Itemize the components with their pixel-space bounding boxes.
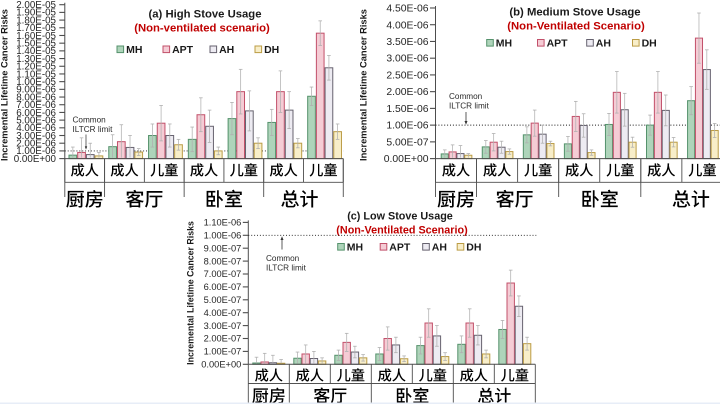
svg-text:4.50E-06: 4.50E-06 bbox=[386, 4, 428, 15]
svg-text:1.70E-05: 1.70E-05 bbox=[16, 23, 56, 34]
svg-text:1.60E-05: 1.60E-05 bbox=[16, 31, 56, 42]
svg-text:0.00E+00: 0.00E+00 bbox=[14, 154, 57, 165]
svg-text:MH: MH bbox=[347, 242, 363, 254]
svg-text:1.10E-06: 1.10E-06 bbox=[204, 218, 242, 228]
svg-text:1.00E-06: 1.00E-06 bbox=[386, 121, 428, 132]
svg-text:Incremental Lifetime Cancer Ri: Incremental Lifetime Cancer Risks bbox=[359, 9, 369, 161]
svg-text:AH: AH bbox=[596, 38, 611, 50]
svg-text:9.00E-07: 9.00E-07 bbox=[204, 243, 242, 253]
svg-text:3.50E-06: 3.50E-06 bbox=[386, 37, 428, 48]
svg-text:5.00E-06: 5.00E-06 bbox=[16, 115, 56, 126]
svg-text:(b) Medium Stove Usage: (b) Medium Stove Usage bbox=[509, 7, 640, 19]
svg-text:(Non-ventilated scenario): (Non-ventilated scenario) bbox=[134, 23, 270, 35]
svg-text:ILTCR limit: ILTCR limit bbox=[73, 125, 114, 134]
svg-text:(a) High Stove Usage: (a) High Stove Usage bbox=[149, 9, 262, 21]
svg-text:AH: AH bbox=[432, 242, 447, 254]
svg-text:7.00E-07: 7.00E-07 bbox=[204, 269, 242, 279]
svg-text:2.00E-06: 2.00E-06 bbox=[386, 87, 428, 98]
svg-text:6.00E-07: 6.00E-07 bbox=[204, 282, 242, 292]
svg-text:1.50E-06: 1.50E-06 bbox=[386, 104, 428, 115]
svg-text:Common: Common bbox=[266, 254, 300, 263]
svg-text:4.00E-06: 4.00E-06 bbox=[16, 123, 56, 134]
svg-text:Common: Common bbox=[449, 92, 483, 101]
svg-text:1.50E-05: 1.50E-05 bbox=[16, 39, 56, 50]
svg-text:9.00E-06: 9.00E-06 bbox=[16, 85, 56, 96]
svg-text:5.00E-07: 5.00E-07 bbox=[386, 137, 428, 148]
svg-text:5.00E-07: 5.00E-07 bbox=[204, 295, 242, 305]
svg-text:ILTCR limit: ILTCR limit bbox=[266, 264, 307, 273]
svg-text:1.10E-05: 1.10E-05 bbox=[16, 69, 56, 80]
svg-text:0.00E+00: 0.00E+00 bbox=[384, 154, 429, 165]
svg-text:1.90E-05: 1.90E-05 bbox=[16, 8, 56, 19]
svg-text:3.00E-06: 3.00E-06 bbox=[16, 131, 56, 142]
svg-text:1.00E-05: 1.00E-05 bbox=[16, 77, 56, 88]
svg-text:1.00E-06: 1.00E-06 bbox=[204, 230, 242, 240]
svg-text:(Non-Ventilated Scenario): (Non-Ventilated Scenario) bbox=[507, 21, 645, 33]
svg-text:2.00E-07: 2.00E-07 bbox=[204, 334, 242, 344]
svg-text:Incremental Lifetime Cancer Ri: Incremental Lifetime Cancer Risks bbox=[0, 9, 10, 161]
svg-text:APT: APT bbox=[547, 38, 569, 50]
svg-text:AH: AH bbox=[219, 44, 234, 56]
svg-text:7.00E-06: 7.00E-06 bbox=[16, 100, 56, 111]
svg-text:(Non-Ventilated Scenario): (Non-Ventilated Scenario) bbox=[336, 225, 468, 237]
svg-text:1.00E-06: 1.00E-06 bbox=[16, 146, 56, 157]
svg-text:4.00E-06: 4.00E-06 bbox=[386, 20, 428, 31]
svg-text:MH: MH bbox=[496, 38, 512, 50]
svg-text:2.00E-06: 2.00E-06 bbox=[16, 139, 56, 150]
svg-text:DH: DH bbox=[264, 44, 279, 56]
svg-text:0.00E+00: 0.00E+00 bbox=[201, 359, 241, 369]
svg-text:8.00E-07: 8.00E-07 bbox=[204, 256, 242, 266]
svg-text:MH: MH bbox=[126, 44, 142, 56]
svg-text:(c) Low Stove Usage: (c) Low Stove Usage bbox=[347, 211, 453, 223]
svg-text:8.00E-06: 8.00E-06 bbox=[16, 92, 56, 103]
svg-text:2.50E-06: 2.50E-06 bbox=[386, 70, 428, 81]
svg-text:Common: Common bbox=[73, 116, 107, 125]
svg-text:DH: DH bbox=[642, 38, 657, 50]
svg-text:6.00E-06: 6.00E-06 bbox=[16, 108, 56, 119]
svg-text:APT: APT bbox=[172, 44, 194, 56]
svg-text:1.80E-05: 1.80E-05 bbox=[16, 15, 56, 26]
svg-text:1.40E-05: 1.40E-05 bbox=[16, 46, 56, 57]
svg-text:1.20E-05: 1.20E-05 bbox=[16, 62, 56, 73]
svg-text:1.30E-05: 1.30E-05 bbox=[16, 54, 56, 65]
svg-text:Incremental Lifetime Cancer Ri: Incremental Lifetime Cancer Risks bbox=[186, 221, 196, 365]
svg-text:3.00E-06: 3.00E-06 bbox=[386, 54, 428, 65]
svg-text:DH: DH bbox=[466, 242, 481, 254]
svg-text:4.00E-07: 4.00E-07 bbox=[204, 308, 242, 318]
svg-text:APT: APT bbox=[389, 242, 411, 254]
svg-text:2.00E-05: 2.00E-05 bbox=[16, 0, 56, 11]
svg-text:ILTCR limit: ILTCR limit bbox=[449, 102, 490, 111]
svg-text:1.00E-07: 1.00E-07 bbox=[204, 347, 242, 357]
svg-text:3.00E-07: 3.00E-07 bbox=[204, 321, 242, 331]
